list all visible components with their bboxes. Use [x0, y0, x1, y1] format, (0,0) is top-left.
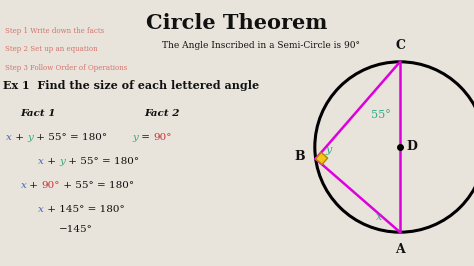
Text: x: x	[376, 212, 383, 222]
Text: Step 3 Follow Order of Operations: Step 3 Follow Order of Operations	[5, 64, 127, 72]
Text: Step 1 Write down the facts: Step 1 Write down the facts	[5, 27, 104, 35]
Text: + 55° = 180°: + 55° = 180°	[65, 157, 139, 166]
Text: C: C	[395, 39, 405, 52]
Text: x: x	[20, 181, 27, 190]
Text: B: B	[295, 150, 305, 163]
Text: A: A	[395, 243, 405, 256]
Text: y: y	[326, 145, 332, 155]
Text: +: +	[44, 157, 59, 166]
Text: −145°: −145°	[59, 225, 92, 234]
Text: + 55° = 180°: + 55° = 180°	[60, 181, 134, 190]
Text: x: x	[6, 133, 12, 142]
Text: 90°: 90°	[154, 133, 172, 142]
Polygon shape	[316, 152, 328, 164]
Text: +: +	[27, 181, 42, 190]
Text: +: +	[12, 133, 27, 142]
Text: x: x	[38, 205, 44, 214]
Text: Step 2 Set up an equation: Step 2 Set up an equation	[5, 45, 97, 53]
Text: Ex 1  Find the size of each lettered angle: Ex 1 Find the size of each lettered angl…	[3, 80, 259, 91]
Text: =: =	[138, 133, 154, 142]
Text: Fact 2: Fact 2	[144, 109, 179, 118]
Text: y: y	[132, 133, 138, 142]
Text: Fact 1: Fact 1	[20, 109, 56, 118]
Text: 90°: 90°	[42, 181, 60, 190]
Text: y: y	[59, 157, 65, 166]
Text: D: D	[407, 140, 418, 153]
Text: x: x	[38, 157, 44, 166]
Text: The Angle Inscribed in a Semi-Circle is 90°: The Angle Inscribed in a Semi-Circle is …	[162, 41, 360, 50]
Text: y: y	[27, 133, 33, 142]
Text: + 55° = 180°: + 55° = 180°	[33, 133, 107, 142]
Text: + 145° = 180°: + 145° = 180°	[44, 205, 125, 214]
Text: Circle Theorem: Circle Theorem	[146, 13, 328, 33]
Text: 55°: 55°	[371, 110, 391, 120]
